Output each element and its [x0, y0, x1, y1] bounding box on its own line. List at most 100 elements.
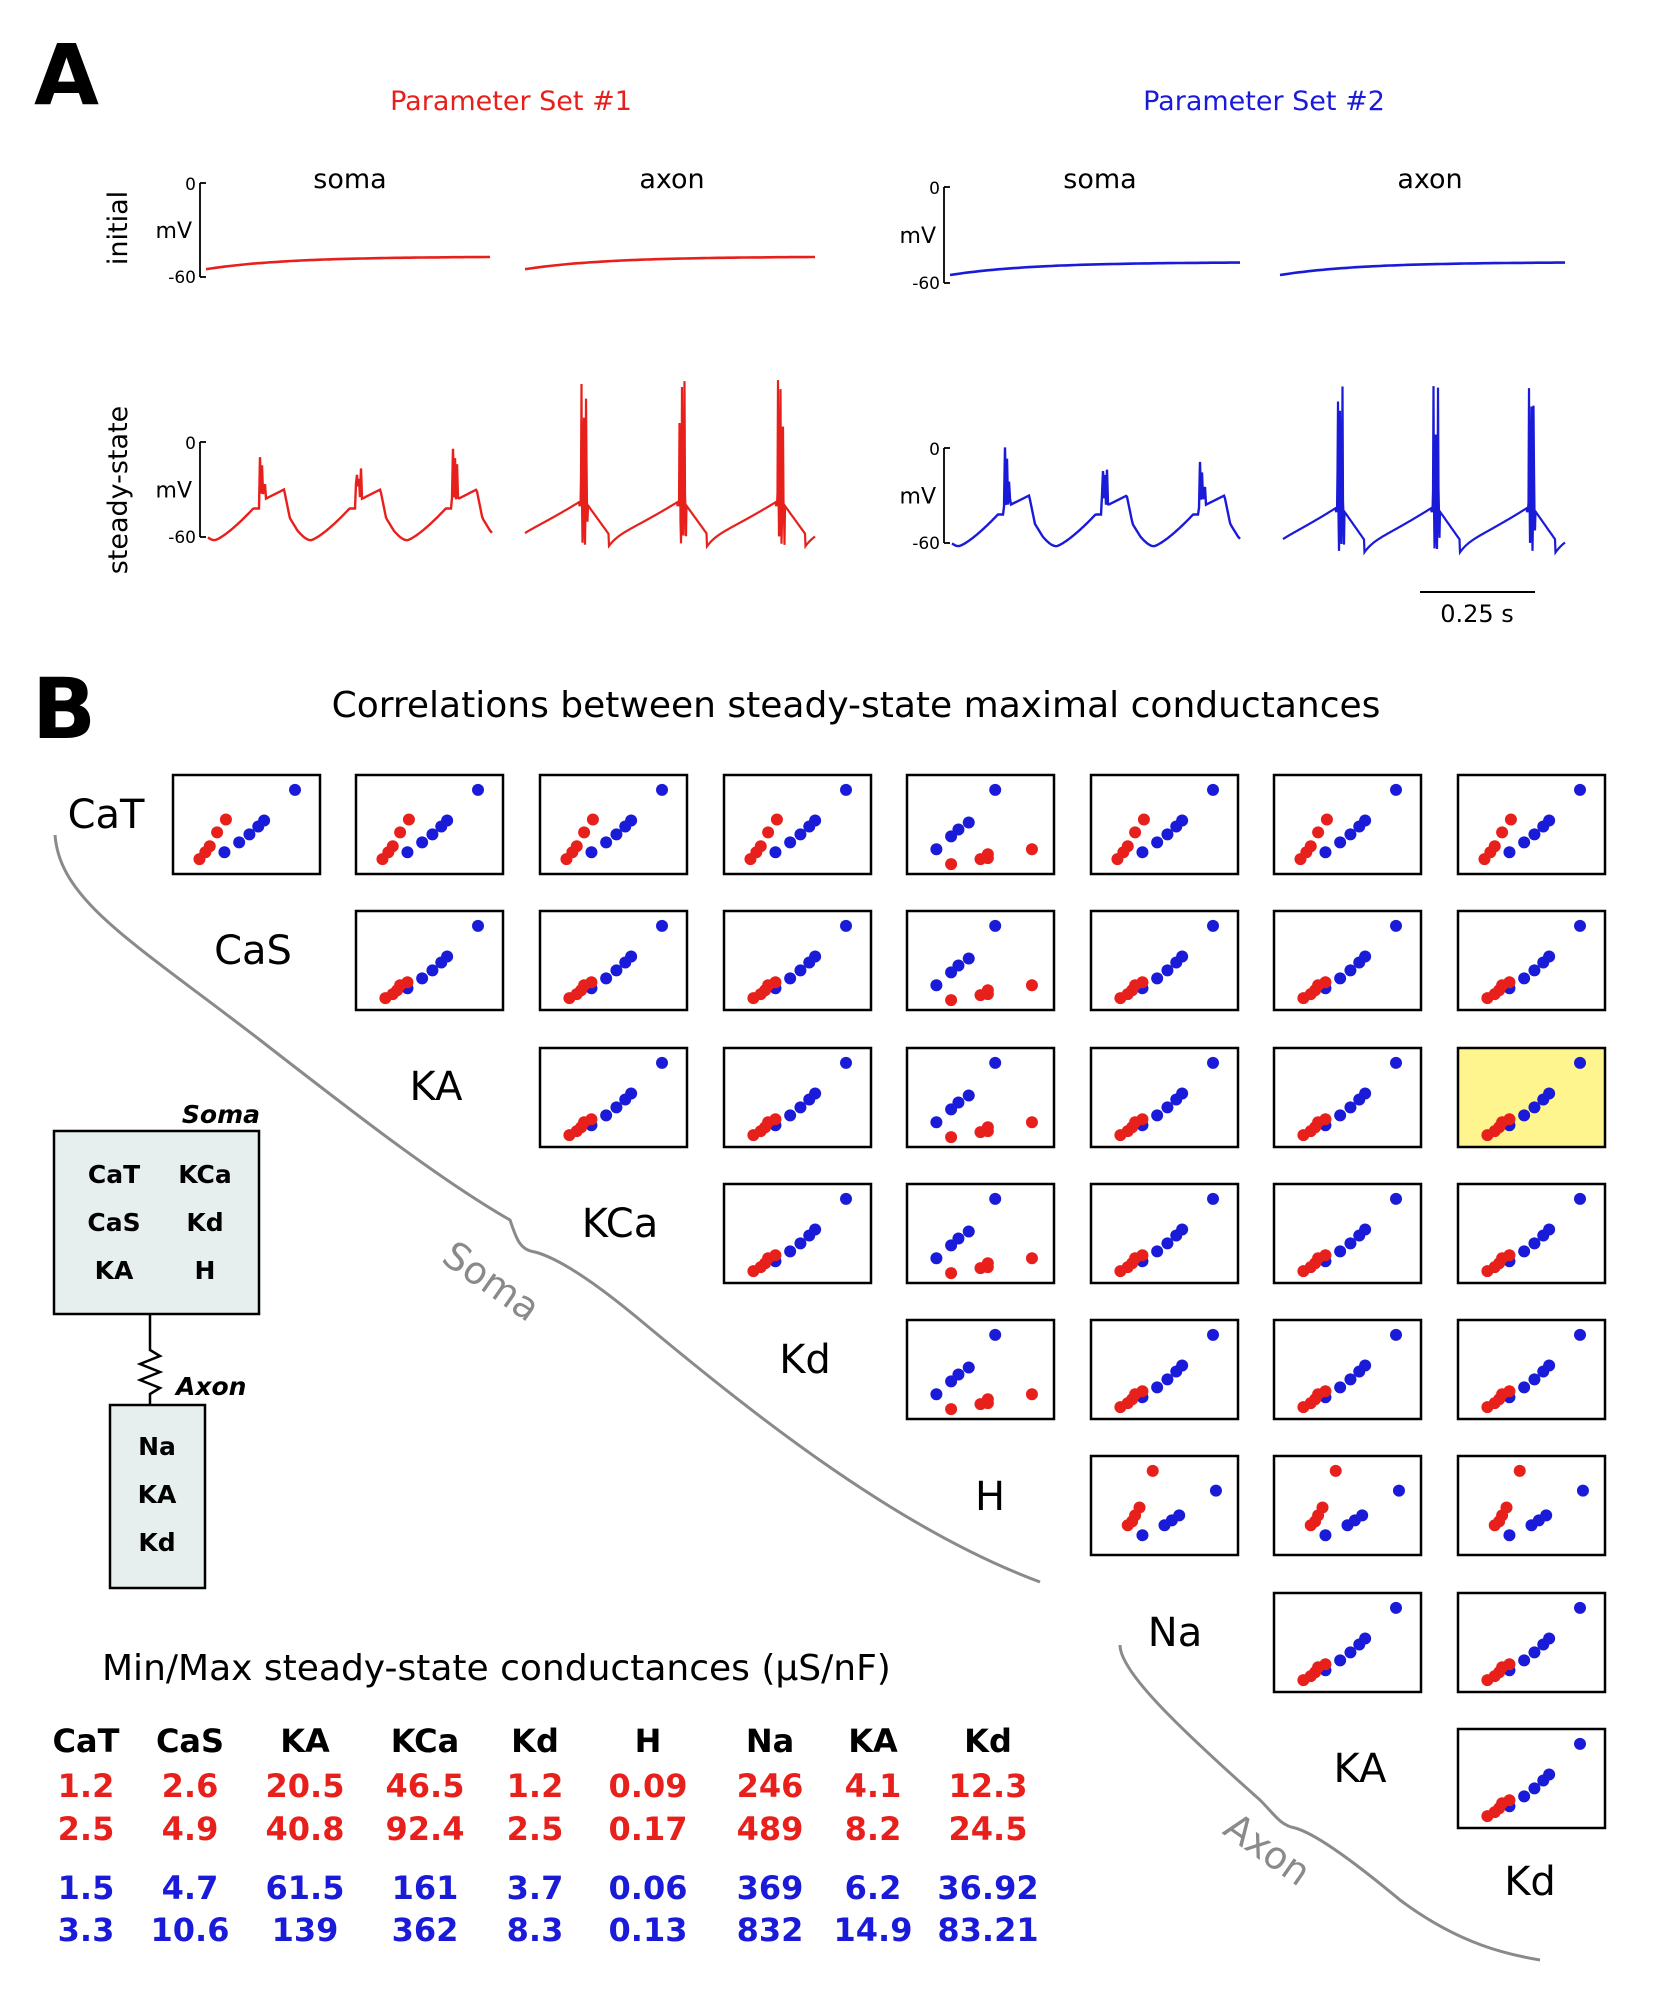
scatter-point-set1 — [566, 846, 579, 859]
scatter-point-set1 — [1129, 1252, 1142, 1265]
scatter-point-set2 — [945, 830, 958, 843]
scatter-cell — [1089, 1046, 1240, 1149]
soma-channel: CaT — [88, 1160, 140, 1189]
scatter-point-set2 — [625, 1087, 638, 1100]
scatter-point-set2 — [1334, 1109, 1347, 1122]
scatter-point-set1 — [1025, 979, 1038, 992]
scatter-point-set2 — [1334, 836, 1347, 849]
conductance-table: CaT CaS KA KCa Kd H Na KA Kd 1.2 2.6 20.5 46.5 1.2 0.0… — [53, 1722, 1039, 1949]
scatter-matrix — [171, 773, 1607, 1830]
scatter-point-set2 — [610, 828, 623, 841]
scatter-point-set1 — [1496, 1252, 1509, 1265]
soma-brace — [53, 834, 1041, 1584]
scatter-point-set2 — [610, 964, 623, 977]
trace-axes: 0 -60 mV 0 -60 mV 0 -60 mV 0 -60 mV — [156, 175, 950, 554]
scatter-point-set1 — [1312, 979, 1325, 992]
scatter-point-set2 — [233, 836, 246, 849]
scatter-point-set1 — [1496, 1797, 1509, 1810]
axon-box-title: Axon — [174, 1372, 246, 1401]
y-tick-label: -60 — [168, 528, 196, 548]
scatter-point-set2 — [989, 1192, 1002, 1205]
scatter-point-set2 — [1151, 1381, 1164, 1394]
trace-initial-soma-set1 — [205, 255, 490, 271]
scatter-point-set1 — [1133, 1501, 1146, 1514]
scatter-point-set1 — [578, 826, 591, 839]
scatter-point-set2 — [945, 1375, 958, 1388]
resistor-symbol — [136, 1314, 164, 1405]
table-cell-set1-min: 1.2 — [58, 1767, 115, 1805]
scatter-point-set1 — [1488, 1670, 1501, 1683]
scatter-point-set2 — [1359, 1087, 1372, 1100]
scatter-point-set2 — [1543, 1359, 1556, 1372]
scatter-point-set1 — [570, 1125, 583, 1138]
table-cell-set2-max: 832 — [737, 1911, 804, 1949]
scatter-point-set2 — [1319, 846, 1332, 859]
table-cell-set2-min: 161 — [392, 1869, 459, 1907]
scatter-point-set1 — [1025, 1116, 1038, 1129]
scatter-point-set1 — [1488, 988, 1501, 1001]
diagonal-labels: CaT CaS KA KCa Kd H Na KA Kd — [68, 792, 1556, 1905]
scatter-point-set1 — [1312, 1116, 1325, 1129]
table-header-cell: Na — [746, 1722, 794, 1760]
scatter-point-set2 — [401, 846, 414, 859]
scatter-point-set2 — [1151, 1245, 1164, 1258]
scatter-point-set2 — [1574, 1601, 1587, 1614]
soma-box — [52, 1129, 261, 1316]
table-cell-set1-max: 24.5 — [949, 1810, 1028, 1848]
trace-initial-axon-set2 — [1279, 261, 1565, 277]
scatter-point-set2 — [600, 972, 613, 985]
trace-steady-soma-set2 — [951, 447, 1241, 548]
scatter-point-set1 — [981, 988, 994, 1001]
scatter-point-set2 — [989, 783, 1002, 796]
scatter-point-set1 — [1496, 979, 1509, 992]
scatter-point-set2 — [1151, 1109, 1164, 1122]
scatter-point-set2 — [441, 950, 454, 963]
scatter-point-set2 — [794, 828, 807, 841]
table-cell-set2-max: 362 — [392, 1911, 459, 1949]
trace-initial-axon-set1 — [524, 255, 815, 271]
scatter-point-set2 — [1503, 846, 1516, 859]
scatter-point-set2 — [1173, 1509, 1186, 1522]
scatter-point-set2 — [610, 1101, 623, 1114]
scatter-point-set2 — [809, 1087, 822, 1100]
scatter-point-set2 — [962, 952, 975, 965]
table-cell-set1-min: 46.5 — [386, 1767, 465, 1805]
scatter-point-set2 — [472, 783, 485, 796]
y-tick-label: 0 — [185, 175, 196, 195]
scatter-point-set1 — [981, 1397, 994, 1410]
y-tick-label: -60 — [912, 534, 940, 554]
scatter-point-set2 — [1176, 950, 1189, 963]
y-tick-label: -60 — [168, 268, 196, 288]
scatter-point-set2 — [1359, 1632, 1372, 1645]
scatter-point-set2 — [1356, 1509, 1369, 1522]
trace-steady-axon-set1 — [524, 380, 816, 550]
scatter-point-set2 — [962, 816, 975, 829]
col-soma-2: soma — [1063, 164, 1136, 195]
scatter-point-set2 — [962, 1225, 975, 1238]
diagonal-label-h: H — [975, 1474, 1005, 1520]
scatter-point-set2 — [1574, 1056, 1587, 1069]
scatter-point-set2 — [1344, 828, 1357, 841]
scatter-point-set2 — [585, 846, 598, 859]
trace-steady-axon-set2 — [1282, 386, 1566, 556]
scatter-point-set1 — [1309, 1515, 1322, 1528]
trace-initial-soma-set2 — [949, 261, 1240, 277]
scatter-point-set2 — [1176, 1359, 1189, 1372]
axon-brace — [1118, 1644, 1541, 1962]
scatter-point-set1 — [1304, 988, 1317, 1001]
scatter-point-set2 — [1207, 1328, 1220, 1341]
scatter-point-set2 — [1136, 1529, 1149, 1542]
scatter-point-set2 — [1359, 1223, 1372, 1236]
scatter-point-set2 — [1574, 1328, 1587, 1341]
scatter-point-set2 — [289, 783, 302, 796]
scatter-point-set2 — [1518, 1790, 1531, 1803]
table-cell-set2-min: 36.92 — [937, 1869, 1038, 1907]
scatter-point-set1 — [770, 813, 783, 826]
table-cell-set1-min: 4.1 — [845, 1767, 902, 1805]
scatter-point-set2 — [1151, 972, 1164, 985]
scatter-point-set2 — [1207, 1056, 1220, 1069]
table-title: Min/Max steady-state conductances (μS/nF… — [102, 1648, 891, 1689]
scatter-point-set2 — [784, 1245, 797, 1258]
scatter-cell — [1089, 1454, 1240, 1557]
diagonal-label-ka: KA — [1334, 1746, 1388, 1792]
